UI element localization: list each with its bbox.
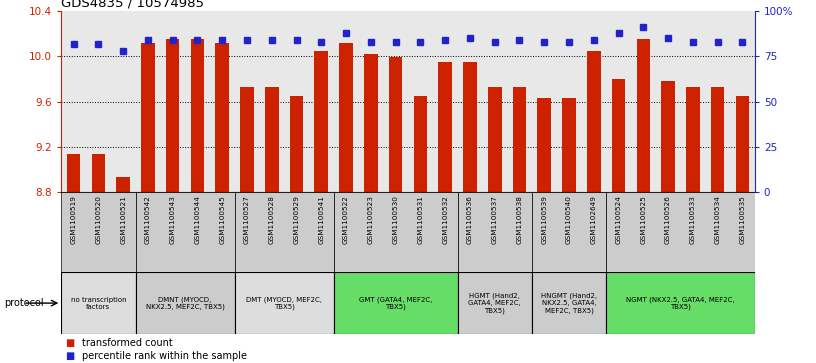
Bar xyxy=(661,81,675,192)
Bar xyxy=(735,96,749,192)
Text: GSM1100534: GSM1100534 xyxy=(715,195,721,244)
Bar xyxy=(532,272,606,334)
Text: GSM1100519: GSM1100519 xyxy=(71,195,77,244)
Bar xyxy=(141,43,155,192)
Text: GSM1100522: GSM1100522 xyxy=(343,195,349,244)
Bar xyxy=(686,87,699,192)
Text: GSM1100530: GSM1100530 xyxy=(392,195,398,244)
Bar xyxy=(438,62,452,192)
Bar xyxy=(587,50,601,192)
Bar xyxy=(191,39,204,192)
Text: GSM1100526: GSM1100526 xyxy=(665,195,671,244)
Bar xyxy=(364,54,378,192)
Text: GSM1100524: GSM1100524 xyxy=(615,195,622,244)
Text: GSM1100529: GSM1100529 xyxy=(294,195,299,244)
Bar xyxy=(91,154,105,192)
Text: protocol: protocol xyxy=(4,298,44,308)
Bar xyxy=(166,39,180,192)
Text: GSM1100527: GSM1100527 xyxy=(244,195,250,244)
Text: DMNT (MYOCD,
NKX2.5, MEF2C, TBX5): DMNT (MYOCD, NKX2.5, MEF2C, TBX5) xyxy=(145,296,224,310)
Text: GSM1100521: GSM1100521 xyxy=(120,195,126,244)
Bar xyxy=(458,192,532,272)
Bar xyxy=(334,272,458,334)
Bar xyxy=(606,272,755,334)
Text: GSM1100538: GSM1100538 xyxy=(517,195,522,244)
Bar xyxy=(334,192,458,272)
Bar xyxy=(606,192,755,272)
Text: NGMT (NKX2.5, GATA4, MEF2C,
TBX5): NGMT (NKX2.5, GATA4, MEF2C, TBX5) xyxy=(626,296,734,310)
Text: GSM1100544: GSM1100544 xyxy=(194,195,201,244)
Text: GSM1100539: GSM1100539 xyxy=(541,195,548,244)
Text: GSM1100533: GSM1100533 xyxy=(690,195,696,244)
Bar xyxy=(612,79,625,192)
Bar xyxy=(235,272,334,334)
Bar xyxy=(135,272,235,334)
Text: GSM1100528: GSM1100528 xyxy=(268,195,275,244)
Bar xyxy=(61,272,135,334)
Bar xyxy=(636,39,650,192)
Text: GSM1100543: GSM1100543 xyxy=(170,195,175,244)
Bar xyxy=(414,96,428,192)
Text: GSM1100542: GSM1100542 xyxy=(145,195,151,244)
Text: DMT (MYOCD, MEF2C,
TBX5): DMT (MYOCD, MEF2C, TBX5) xyxy=(246,296,322,310)
Text: GSM1100525: GSM1100525 xyxy=(641,195,646,244)
Bar xyxy=(61,11,135,192)
Bar xyxy=(562,98,576,192)
Text: GSM1100520: GSM1100520 xyxy=(95,195,101,244)
Text: GSM1100537: GSM1100537 xyxy=(492,195,498,244)
Text: ■: ■ xyxy=(65,351,74,361)
Text: ■: ■ xyxy=(65,338,74,348)
Text: GSM1100540: GSM1100540 xyxy=(566,195,572,244)
Text: GSM1100545: GSM1100545 xyxy=(220,195,225,244)
Bar xyxy=(606,11,755,192)
Bar xyxy=(711,87,725,192)
Bar xyxy=(61,192,135,272)
Bar xyxy=(532,192,606,272)
Bar xyxy=(265,87,278,192)
Bar xyxy=(388,57,402,192)
Text: GMT (GATA4, MEF2C,
TBX5): GMT (GATA4, MEF2C, TBX5) xyxy=(359,296,432,310)
Text: HNGMT (Hand2,
NKX2.5, GATA4,
MEF2C, TBX5): HNGMT (Hand2, NKX2.5, GATA4, MEF2C, TBX5… xyxy=(541,293,597,314)
Text: GSM1100536: GSM1100536 xyxy=(467,195,473,244)
Bar xyxy=(463,62,477,192)
Bar xyxy=(215,43,229,192)
Bar xyxy=(235,192,334,272)
Bar xyxy=(488,87,502,192)
Bar xyxy=(458,272,532,334)
Bar xyxy=(314,50,328,192)
Text: GDS4835 / 10574985: GDS4835 / 10574985 xyxy=(61,0,204,10)
Bar xyxy=(512,87,526,192)
Bar xyxy=(135,11,234,192)
Bar xyxy=(135,192,235,272)
Bar xyxy=(339,43,353,192)
Bar xyxy=(538,98,551,192)
Text: GSM1100541: GSM1100541 xyxy=(318,195,324,244)
Text: GSM1102649: GSM1102649 xyxy=(591,195,596,244)
Text: percentile rank within the sample: percentile rank within the sample xyxy=(82,351,246,361)
Bar xyxy=(240,87,254,192)
Text: transformed count: transformed count xyxy=(82,338,172,348)
Text: no transcription
factors: no transcription factors xyxy=(70,297,126,310)
Bar xyxy=(235,11,334,192)
Bar xyxy=(532,11,606,192)
Bar xyxy=(334,11,458,192)
Text: HGMT (Hand2,
GATA4, MEF2C,
TBX5): HGMT (Hand2, GATA4, MEF2C, TBX5) xyxy=(468,293,521,314)
Text: GSM1100523: GSM1100523 xyxy=(368,195,374,244)
Text: GSM1100531: GSM1100531 xyxy=(418,195,424,244)
Bar xyxy=(290,96,304,192)
Bar xyxy=(117,176,130,192)
Text: GSM1100532: GSM1100532 xyxy=(442,195,448,244)
Text: GSM1100535: GSM1100535 xyxy=(739,195,745,244)
Bar xyxy=(67,154,81,192)
Bar xyxy=(458,11,532,192)
